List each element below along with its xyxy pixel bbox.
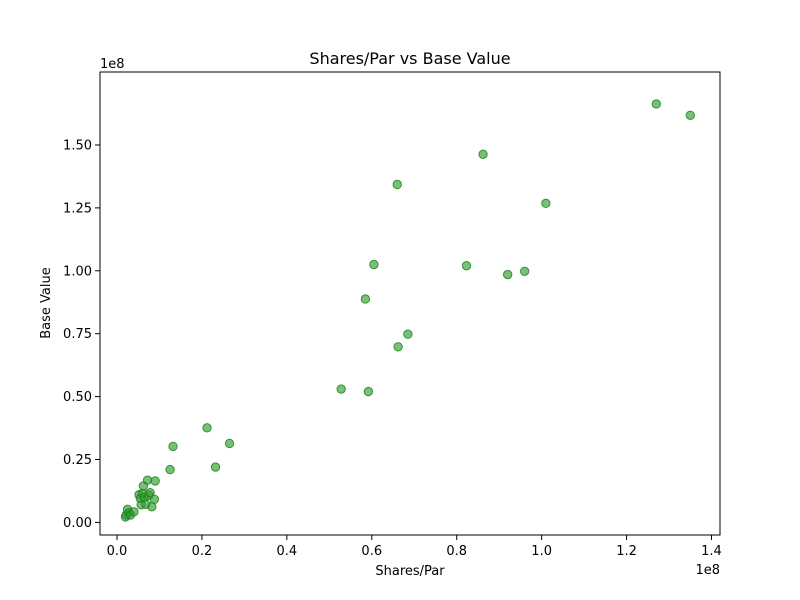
y-tick-label: 0.00	[63, 516, 92, 531]
x-tick-label: 0.2	[192, 544, 213, 559]
y-tick-label: 0.75	[63, 327, 92, 342]
data-point	[145, 488, 155, 498]
x-tick-label: 0.0	[107, 544, 128, 559]
chart-title: Shares/Par vs Base Value	[309, 49, 510, 68]
x-tick-label: 0.4	[277, 544, 298, 559]
data-point	[202, 423, 212, 433]
y-tick-label: 0.25	[63, 453, 92, 468]
x-tick-label: 0.8	[446, 544, 467, 559]
data-point	[168, 441, 178, 452]
y-tick-label: 1.25	[63, 201, 92, 216]
data-point	[651, 99, 662, 109]
x-tick-label: 0.6	[361, 544, 382, 559]
data-point	[165, 464, 175, 475]
x-axis-offset-label: 1e8	[695, 563, 720, 578]
data-point	[129, 507, 139, 517]
data-point	[502, 269, 513, 280]
data-point	[224, 438, 235, 449]
data-point	[519, 266, 530, 276]
data-point	[403, 329, 413, 339]
y-axis-offset-label: 1e8	[100, 57, 125, 72]
x-tick-label: 1.4	[701, 544, 722, 559]
data-point	[541, 198, 551, 209]
data-point	[461, 261, 472, 271]
data-point	[210, 462, 221, 472]
data-point	[150, 476, 160, 486]
y-axis-label: Base Value	[39, 267, 54, 339]
x-axis: 0.0 0.2 0.4 0.6 0.8 1.0 1.2 1.4	[107, 535, 722, 559]
x-axis-label: Shares/Par	[375, 564, 445, 579]
y-axis: 0.00 0.25 0.50 0.75 1.00 1.25 1.50	[63, 138, 100, 531]
data-point	[478, 149, 488, 159]
x-tick-label: 1.2	[616, 544, 637, 559]
data-point	[363, 386, 374, 397]
y-tick-label: 1.00	[63, 264, 92, 279]
data-point	[149, 494, 160, 504]
y-tick-label: 0.50	[63, 390, 92, 405]
data-point	[392, 179, 402, 190]
data-point	[360, 294, 371, 304]
y-tick-label: 1.50	[63, 138, 92, 153]
data-point	[142, 475, 153, 485]
plot-area	[120, 99, 695, 522]
data-point	[393, 342, 403, 352]
data-point	[336, 384, 346, 394]
x-tick-label: 1.0	[531, 544, 552, 559]
data-point	[369, 259, 379, 270]
plot-frame	[99, 71, 721, 536]
data-point	[685, 110, 695, 120]
